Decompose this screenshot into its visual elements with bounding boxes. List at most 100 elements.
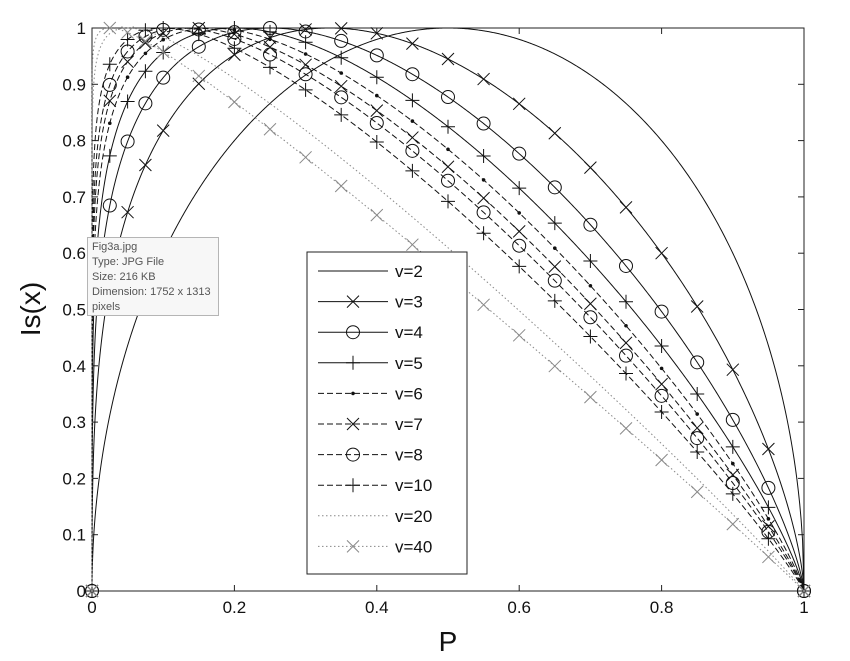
data-point: [138, 23, 153, 38]
data-point: [476, 149, 491, 164]
data-point: [268, 37, 272, 42]
tooltip-dimension: Dimension: 1752 x 1313: [92, 286, 211, 298]
data-point: [690, 444, 705, 459]
data-point: [334, 179, 348, 193]
legend-label: v=20: [395, 507, 432, 526]
data-point: [726, 517, 740, 531]
series-line: [91, 27, 805, 592]
data-point: [477, 72, 490, 86]
data-point: [334, 50, 349, 65]
data-point: [619, 422, 633, 435]
data-point: [548, 126, 562, 140]
data-point: [299, 23, 312, 36]
data-point: [766, 517, 771, 521]
data-point: [476, 116, 491, 131]
y-tick-label: 0.5: [62, 301, 86, 320]
data-point: [334, 107, 349, 122]
data-point: [441, 90, 455, 105]
data-point: [406, 131, 419, 144]
data-point: [690, 386, 705, 401]
data-point: [102, 198, 117, 213]
legend-marker: [346, 447, 360, 462]
data-point: [441, 119, 455, 134]
data-point: [477, 191, 490, 205]
data-point: [263, 60, 277, 75]
data-point: [263, 40, 277, 54]
data-point: [761, 500, 776, 515]
y-tick-label: 0.1: [62, 526, 86, 545]
data-point: [441, 52, 455, 66]
data-point: [553, 246, 557, 250]
tooltip-filename: Fig3a.jpg: [92, 241, 138, 253]
legend-marker: [351, 391, 355, 396]
data-point: [761, 531, 776, 546]
data-point: [108, 121, 112, 126]
data-point: [725, 439, 740, 454]
data-point: [263, 122, 277, 136]
x-tick-label: 0.8: [650, 598, 674, 617]
data-point: [690, 421, 704, 435]
data-point: [103, 21, 117, 35]
data-point: [762, 442, 775, 456]
data-point: [584, 390, 597, 404]
data-point: [156, 124, 170, 137]
legend-marker: [346, 295, 360, 308]
y-tick-label: 0: [77, 582, 86, 601]
y-tick-label: 0.8: [62, 132, 86, 151]
data-point: [102, 57, 117, 72]
data-point: [161, 37, 165, 42]
data-point: [299, 150, 312, 164]
series-line: [91, 27, 805, 592]
data-point: [655, 453, 668, 467]
data-point: [548, 260, 562, 273]
y-tick-label: 1: [77, 19, 86, 38]
y-tick-label: 0.3: [62, 413, 86, 432]
data-point: [583, 217, 598, 232]
data-point: [584, 297, 597, 311]
data-point: [410, 119, 415, 123]
data-point: [584, 161, 597, 174]
legend-label: v=4: [395, 323, 423, 342]
data-point: [405, 67, 420, 82]
tooltip-dimension-unit: pixels: [92, 301, 121, 313]
data-point: [619, 201, 633, 214]
data-point: [156, 70, 171, 85]
data-point: [298, 82, 313, 97]
legend-label: v=6: [395, 384, 423, 403]
data-point: [619, 366, 633, 381]
data-point: [481, 178, 486, 182]
tooltip-type: Type: JPG File: [92, 256, 165, 268]
data-point: [726, 363, 740, 377]
data-point: [263, 24, 277, 39]
x-tick-label: 0.6: [507, 598, 531, 617]
data-point: [797, 584, 811, 598]
series-v=10: [85, 21, 811, 598]
legend-label: v=10: [395, 476, 432, 495]
data-point: [370, 104, 384, 117]
data-point: [228, 27, 241, 41]
data-point: [369, 48, 384, 63]
legend-entry: v=10: [318, 476, 432, 495]
legend-entry: v=4: [318, 323, 423, 342]
data-point: [619, 294, 633, 309]
data-point: [441, 160, 455, 174]
x-tick-label: 0.2: [223, 598, 247, 617]
legend-marker: [346, 325, 360, 340]
legend-entry: v=2: [318, 262, 423, 281]
y-tick-label: 0.9: [62, 75, 86, 94]
legend-marker: [346, 478, 360, 493]
data-point: [476, 205, 491, 220]
data-point: [726, 468, 740, 482]
legend-label: v=40: [395, 537, 432, 556]
data-point: [512, 225, 526, 238]
data-point: [512, 238, 527, 253]
data-point: [303, 52, 308, 56]
data-point: [370, 26, 384, 40]
series-v=40: [85, 21, 811, 598]
x-axis-label: P: [439, 626, 458, 657]
data-point: [731, 461, 735, 466]
legend-entry: v=40: [318, 537, 432, 556]
data-point: [695, 412, 699, 416]
data-point: [406, 238, 419, 252]
data-point: [512, 328, 526, 342]
